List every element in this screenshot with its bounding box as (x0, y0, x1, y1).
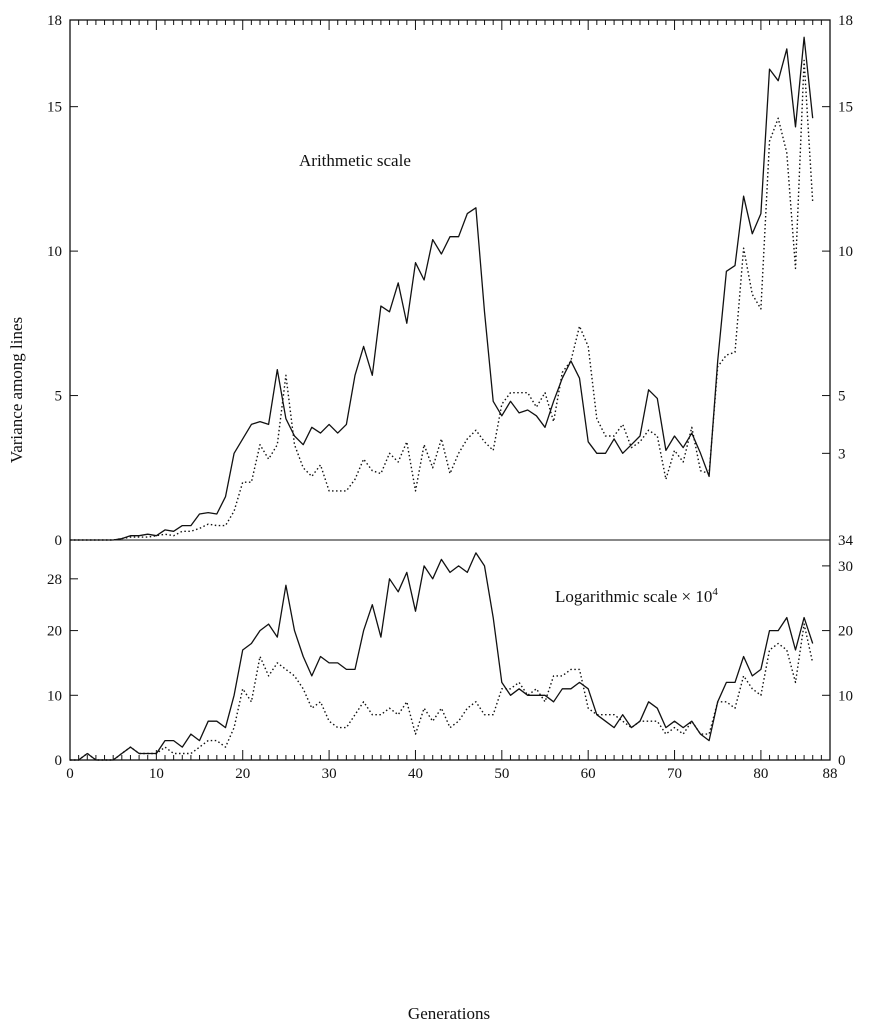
upper-panel-title: Arithmetic scale (299, 151, 411, 170)
chart-marks: 0 10 20 30 40 50 60 70 80 88051015183510151801020… (47, 13, 854, 782)
x-tick-label: 70 (667, 766, 682, 782)
y-tick-label-left: 15 (47, 100, 62, 116)
y-tick-label-right: 18 (838, 13, 853, 29)
x-axis-title: Generations (408, 1004, 490, 1023)
x-tick-label: 40 (408, 766, 423, 782)
y-tick-label-right: 34 (838, 533, 854, 549)
lower-panel-title-text: Logarithmic scale × 10 (555, 587, 712, 606)
x-tick-label: 60 (581, 766, 596, 782)
y-tick-label-right: 10 (838, 688, 853, 704)
y-tick-label-right: 30 (838, 559, 853, 575)
series-line-dotted (70, 623, 814, 761)
x-tick-label: 20 (235, 766, 250, 782)
y-tick-label-left: 10 (47, 688, 62, 704)
y-tick-label-left: 10 (47, 244, 62, 260)
x-tick-label: 10 (149, 766, 164, 782)
x-tick-label: 0 (66, 766, 74, 782)
y-tick-label-left: 5 (55, 389, 63, 405)
y-tick-label-left: 0 (55, 753, 63, 769)
x-tick-label: 88 (823, 766, 838, 782)
y-tick-label-right: 10 (838, 244, 853, 260)
lower-panel-title: Logarithmic scale × 104 (555, 586, 718, 606)
y-tick-label-right: 15 (838, 100, 853, 116)
x-tick-label: 50 (494, 766, 509, 782)
x-tick-label: 80 (753, 766, 768, 782)
y-tick-label-right: 3 (838, 446, 846, 462)
series-line-solid (70, 36, 814, 541)
y-tick-label-left: 18 (47, 13, 62, 29)
lower-panel-title-exponent: 4 (712, 586, 718, 598)
x-tick-label: 30 (322, 766, 337, 782)
y-tick-label-right: 5 (838, 389, 846, 405)
y-tick-label-left: 20 (47, 624, 62, 640)
y-tick-label-right: 20 (838, 624, 853, 640)
y-axis-title: Variance among lines (7, 317, 26, 463)
series-line-dotted (70, 59, 814, 541)
y-tick-label-left: 28 (47, 572, 62, 588)
series-line-solid (70, 552, 814, 761)
y-tick-label-left: 0 (55, 533, 63, 549)
y-tick-label-right: 0 (838, 753, 846, 769)
